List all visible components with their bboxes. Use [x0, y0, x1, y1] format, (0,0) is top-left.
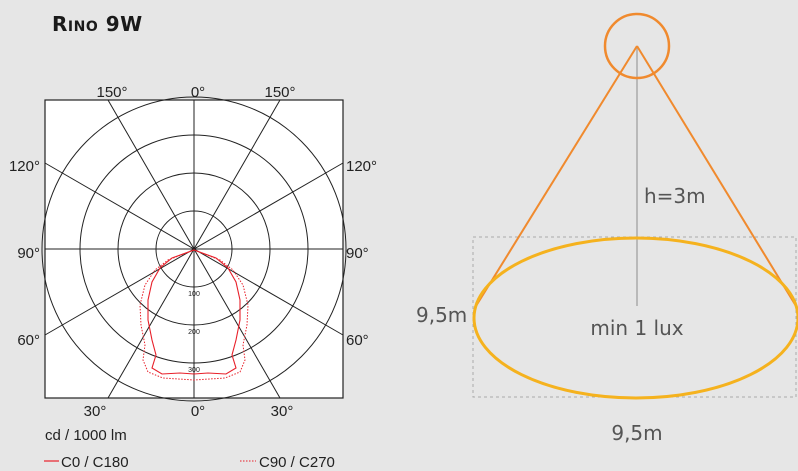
angle-label-bottom-left: 30° [84, 403, 107, 420]
product-title: Rino 9W [52, 12, 143, 36]
legend-c0-c180: C0 / C180 [61, 454, 129, 471]
angle-label-right-top: 120° [346, 158, 377, 175]
intensity-unit: cd / 1000 lm [45, 427, 127, 444]
illuminance-label: min 1 lux [590, 316, 683, 340]
angle-label-right-middle: 90° [346, 245, 369, 262]
polar-ring-400 [41, 96, 347, 402]
angle-label-bottom-center: 0° [191, 403, 205, 420]
ring-label-200: 200 [188, 329, 200, 336]
luminaire-circle [603, 12, 671, 80]
ring-label-100: 100 [188, 291, 200, 298]
angle-label-top-right: 150° [264, 84, 295, 101]
diameter-left-label: 9,5m [416, 303, 467, 327]
curve-c0-c180 [147, 249, 241, 375]
polar-spokes [44, 99, 344, 399]
height-label: h=3m [644, 184, 706, 208]
legend-c90-c270: C90 / C270 [259, 454, 335, 471]
polar-diagram: 100 200 300 150° 0° 150° 30° 0° 30° 120°… [9, 84, 377, 471]
angle-label-left-top: 120° [9, 158, 40, 175]
ring-label-300: 300 [188, 367, 200, 374]
diameter-bottom-label: 9,5m [611, 421, 662, 445]
illuminated-area-ellipse [472, 236, 798, 400]
curve-c90-c270 [139, 249, 249, 381]
cone-right-edge [636, 45, 797, 307]
light-cone-diagram: h=3m min 1 lux 9,5m 9,5m [416, 12, 798, 445]
angle-label-right-bottom: 60° [346, 332, 369, 349]
cone-left-edge [475, 45, 638, 307]
angle-label-top-left: 150° [96, 84, 127, 101]
angle-label-bottom-right: 30° [271, 403, 294, 420]
angle-label-top-center: 0° [191, 84, 205, 101]
angle-label-left-middle: 90° [17, 245, 40, 262]
angle-label-left-bottom: 60° [17, 332, 40, 349]
